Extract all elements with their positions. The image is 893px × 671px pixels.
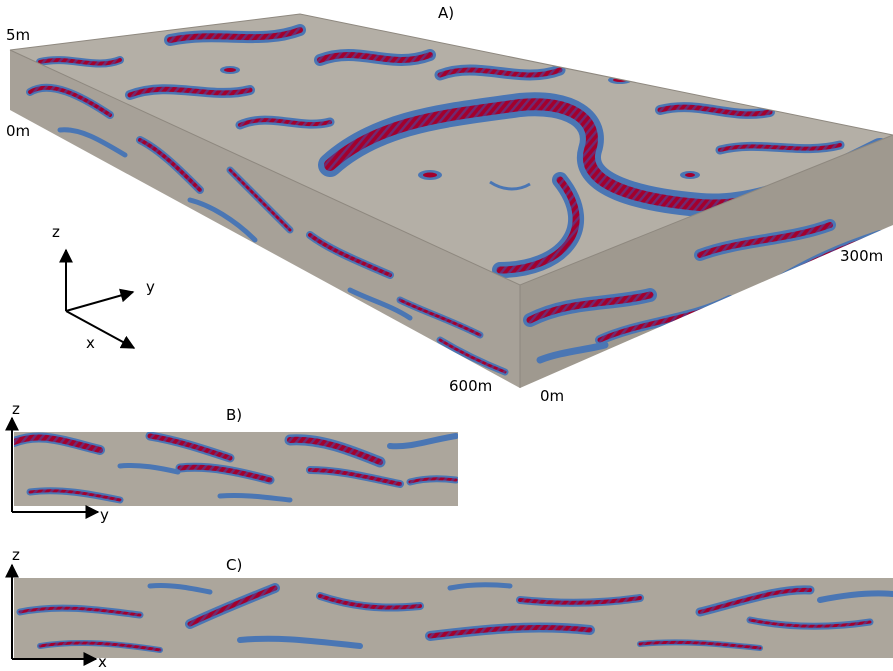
block-right-face bbox=[520, 135, 893, 388]
block-left-face bbox=[10, 50, 520, 388]
z-axis-label: z bbox=[52, 223, 60, 241]
block-top-face bbox=[10, 14, 893, 285]
x-axis-arrow bbox=[65, 310, 136, 349]
depth-top-label: 5m bbox=[6, 26, 30, 44]
panel-a-block bbox=[9, 13, 893, 388]
panel-c-axes: z x bbox=[4, 546, 107, 671]
length-label: 600m bbox=[449, 377, 492, 395]
panel-b-section bbox=[14, 432, 458, 506]
width-label: 300m bbox=[840, 247, 883, 265]
y-axis-label: y bbox=[146, 278, 155, 296]
left-face-lenses bbox=[26, 83, 509, 376]
panel-c-section bbox=[14, 578, 893, 658]
c-z-axis-label: z bbox=[12, 546, 20, 564]
top-face-channels bbox=[36, 24, 892, 278]
panel-c-label: C) bbox=[226, 556, 242, 574]
x-axis-label: x bbox=[86, 334, 95, 352]
panel-b-axes: z y bbox=[4, 400, 109, 524]
b-z-axis-label: z bbox=[12, 400, 20, 418]
panel-a-label: A) bbox=[438, 4, 454, 22]
b-y-axis-label: y bbox=[100, 506, 109, 524]
depth-bottom-label: 0m bbox=[6, 122, 30, 140]
origin-label: 0m bbox=[540, 387, 564, 405]
c-x-axis-label: x bbox=[98, 653, 107, 671]
panel-a-axes: z y x bbox=[52, 223, 155, 352]
y-axis-arrow bbox=[65, 288, 135, 312]
panel-b-label: B) bbox=[226, 406, 242, 424]
